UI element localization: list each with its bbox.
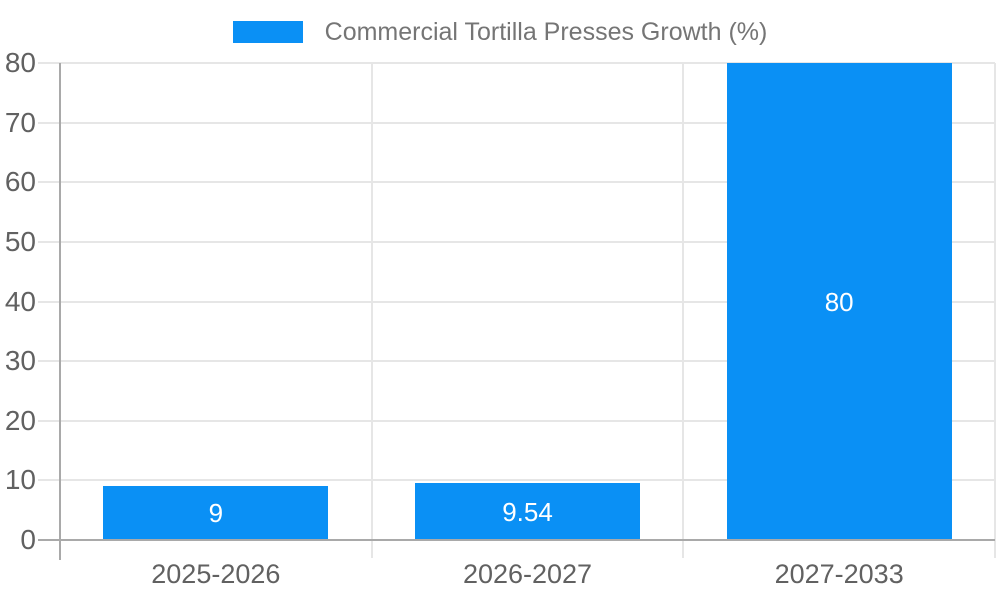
category-separator <box>370 63 373 558</box>
y-axis-tick-label: 30 <box>4 345 36 377</box>
bar-value-label: 9.54 <box>502 496 553 527</box>
y-axis-tick-label: 40 <box>4 285 36 317</box>
x-axis-category-label: 2027-2033 <box>774 559 904 589</box>
y-axis-tick-label: 20 <box>4 404 36 436</box>
x-axis-category-label: 2026-2027 <box>462 559 593 589</box>
y-gridline-30 <box>38 360 995 363</box>
legend-swatch <box>232 21 303 43</box>
x-axis-baseline <box>38 539 995 541</box>
y-gridline-50 <box>38 240 995 243</box>
y-gridline-10 <box>38 479 995 482</box>
legend-label: Commercial Tortilla Presses Growth (%) <box>324 17 768 46</box>
y-axis-tick-label: 0 <box>20 524 36 555</box>
y-axis-tick-label: 50 <box>4 225 36 257</box>
bar-2025-2026[interactable]: 9 <box>103 486 329 540</box>
category-separator <box>994 63 996 558</box>
bar-value-label: 80 <box>824 286 854 317</box>
bar-2027-2033[interactable]: 80 <box>726 63 952 540</box>
y-axis-tick-label: 60 <box>4 166 36 198</box>
y-gridline-60 <box>38 181 995 184</box>
bar-2026-2027[interactable]: 9.54 <box>415 483 640 540</box>
y-gridline-20 <box>38 419 995 422</box>
x-axis-category-label: 2025-2026 <box>151 559 281 589</box>
category-separator <box>682 63 685 558</box>
y-axis-tick-label: 10 <box>4 464 36 496</box>
y-axis-tick-label: 70 <box>4 106 36 138</box>
legend[interactable]: Commercial Tortilla Presses Growth (%) <box>0 10 1000 54</box>
y-axis-tick-label: 80 <box>4 47 36 78</box>
bar-value-label: 9 <box>208 498 224 529</box>
y-gridline-40 <box>38 300 995 303</box>
y-gridline-80 <box>38 62 995 64</box>
y-gridline-70 <box>38 121 995 124</box>
y-axis-line <box>59 63 61 560</box>
